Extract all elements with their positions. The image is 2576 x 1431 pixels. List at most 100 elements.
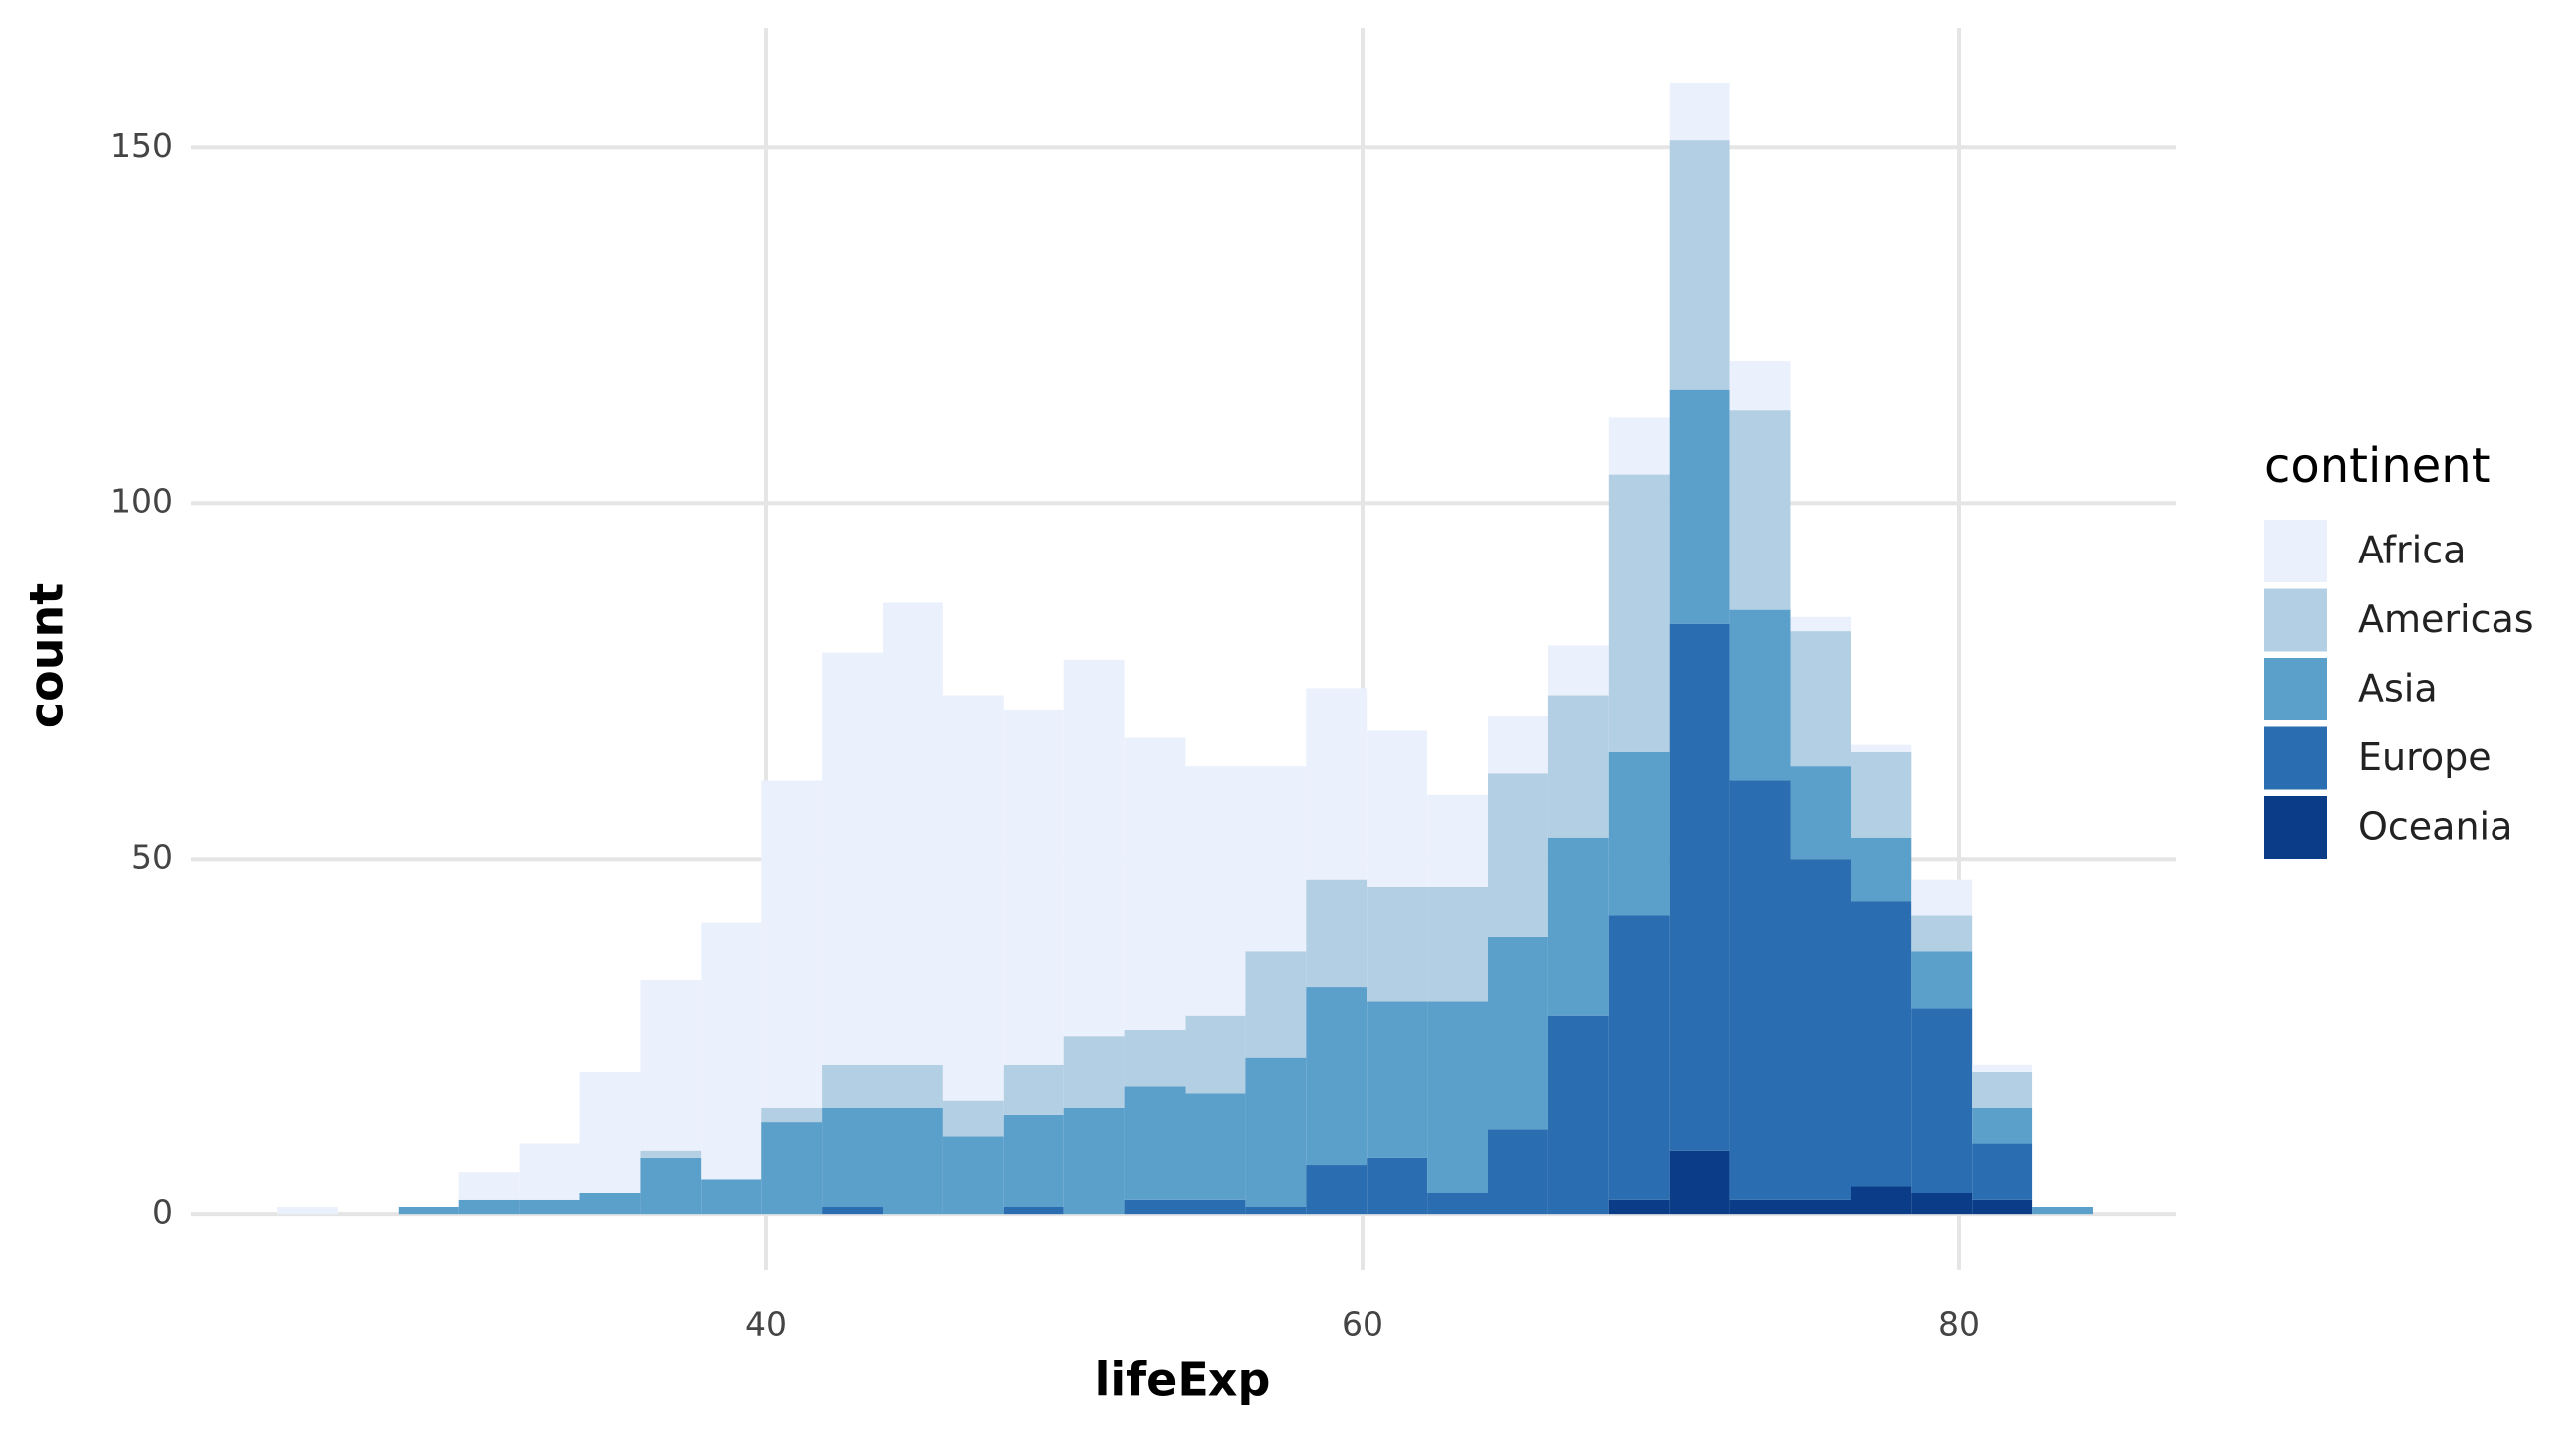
histogram-bar (1790, 1199, 1852, 1215)
histogram-bar (1608, 915, 1670, 1200)
histogram-bar (883, 1064, 943, 1108)
legend-label: Americas (2358, 597, 2534, 641)
histogram-bar (519, 1143, 580, 1200)
histogram-bar (1427, 1001, 1488, 1193)
histogram-bar (1547, 837, 1609, 1016)
histogram-bar (1306, 987, 1368, 1166)
histogram-bar (398, 1206, 459, 1215)
histogram-bar (1427, 1192, 1488, 1215)
x-tick-label: 40 (745, 1305, 787, 1344)
histogram-bar (1729, 410, 1791, 610)
histogram-bar (1488, 936, 1548, 1130)
histogram-bar (1245, 1057, 1307, 1207)
histogram-bar (1245, 766, 1307, 952)
histogram-bar (1427, 794, 1488, 887)
legend-key (2264, 726, 2327, 790)
histogram-bar (1972, 1143, 2033, 1200)
histogram-bar (1488, 716, 1548, 774)
histogram-bar (1669, 82, 1730, 141)
histogram-bar (1911, 1192, 1973, 1215)
histogram-bar (761, 1107, 823, 1123)
histogram-bar (1367, 1001, 1428, 1158)
x-tick-label: 80 (1938, 1305, 1980, 1344)
histogram-bar (1427, 886, 1488, 1002)
histogram-bar (1547, 645, 1609, 696)
histogram-bar (1911, 1008, 1973, 1193)
histogram-bar (1063, 1107, 1125, 1215)
legend-label: Oceania (2358, 805, 2512, 849)
histogram-bar (1063, 1036, 1125, 1108)
histogram-bar (1729, 361, 1791, 411)
histogram-bar (1790, 859, 1852, 1200)
histogram-bar (761, 1122, 823, 1215)
histogram-bar (701, 1179, 762, 1215)
histogram-bar (1367, 1157, 1428, 1215)
histogram-bar (1790, 766, 1852, 860)
histogram-bar (1547, 1015, 1609, 1215)
histogram-bar (1911, 879, 1973, 916)
y-tick-label: 100 (110, 482, 173, 521)
histogram-bar (822, 1064, 883, 1108)
legend-key (2264, 796, 2327, 859)
histogram-bar (1003, 709, 1064, 1065)
legend-label: Asia (2358, 667, 2438, 711)
histogram-bar (1972, 1107, 2033, 1144)
histogram-bar (1003, 1064, 1064, 1115)
histogram-bar (579, 1192, 641, 1215)
histogram-bar (1669, 389, 1730, 624)
histogram-bar (1547, 695, 1609, 838)
histogram-bar (942, 695, 1004, 1101)
legend-key (2264, 520, 2327, 582)
histogram-bar (1729, 780, 1791, 1200)
histogram-bar (1851, 837, 1912, 902)
legend-key (2264, 658, 2327, 720)
histogram-bar (822, 1206, 883, 1215)
y-tick-label: 50 (131, 838, 173, 876)
histogram-bar (1488, 1129, 1548, 1215)
histogram-bar (1488, 773, 1548, 937)
histogram-bar (883, 1107, 943, 1215)
histogram-bar (1608, 751, 1670, 916)
histogram-bar (822, 652, 883, 1065)
histogram-bar (1608, 1199, 1670, 1215)
histogram-bar (1306, 688, 1368, 880)
histogram-bar (1669, 140, 1730, 390)
histogram-bar (1245, 1206, 1307, 1215)
histogram-bar (1851, 744, 1912, 752)
histogram-bar (701, 922, 762, 1180)
histogram-bar (1124, 1086, 1186, 1200)
histogram-bar (1185, 1199, 1246, 1215)
histogram-bar (1003, 1114, 1064, 1207)
histogram-bar (1124, 1199, 1186, 1215)
x-axis-title: lifeExp (1095, 1353, 1271, 1407)
histogram-bar (1608, 474, 1670, 752)
histogram-bar (1185, 766, 1246, 1016)
histogram-bar (1729, 609, 1791, 781)
histogram-bar (640, 979, 702, 1151)
x-tick-label: 60 (1342, 1305, 1383, 1344)
histogram-bar (1911, 915, 1973, 952)
histogram-bar (1972, 1199, 2033, 1215)
histogram-bar (1185, 1015, 1246, 1094)
histogram-bar (1245, 951, 1307, 1058)
y-axis-title: count (20, 583, 74, 728)
histogram-bar (1124, 737, 1186, 1031)
histogram-bar (1851, 751, 1912, 838)
histogram-bar (1367, 886, 1428, 1002)
histogram-bar (1972, 1064, 2033, 1072)
y-tick-label: 150 (110, 126, 173, 165)
histogram-bar (1608, 417, 1670, 475)
histogram-bar (1911, 951, 1973, 1009)
legend-title: continent (2264, 438, 2491, 494)
histogram-bar (277, 1206, 338, 1215)
histogram-bar (883, 602, 943, 1065)
legend-label: Europe (2358, 735, 2492, 779)
histogram-bar (1669, 1150, 1730, 1215)
histogram-bar (640, 1150, 702, 1158)
legend-key (2264, 588, 2327, 652)
histogram-bar (1003, 1206, 1064, 1215)
histogram-bar (1790, 616, 1852, 632)
legend-label: Africa (2358, 529, 2466, 572)
histogram-bar (458, 1172, 520, 1200)
y-tick-label: 0 (152, 1193, 173, 1232)
